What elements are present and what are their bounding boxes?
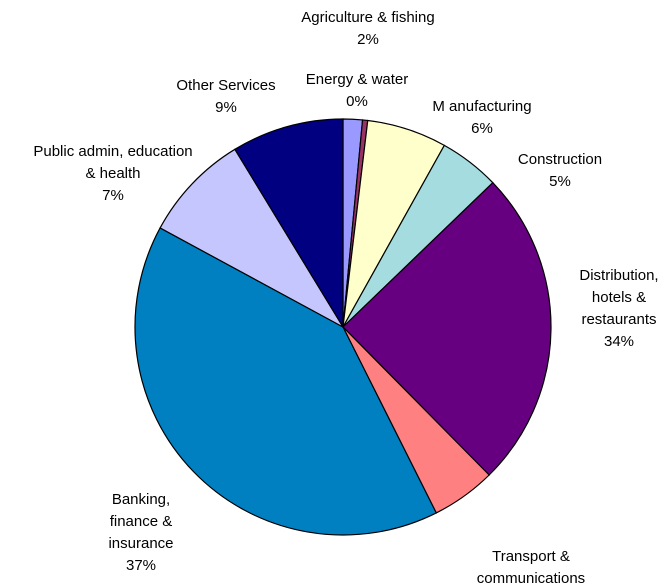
- slice-name-line: communications: [477, 570, 585, 587]
- slice-label-banking-finance-insurance: Banking, finance & insurance 37%: [108, 491, 173, 574]
- slice-label-m-anufacturing: M anufacturing 6%: [432, 98, 531, 137]
- pie-slices: [134, 118, 552, 536]
- slice-name-line: finance &: [110, 513, 173, 530]
- slice-name-line: Agriculture & fishing: [301, 9, 434, 26]
- slice-name-line: hotels &: [592, 289, 646, 306]
- slice-name-line: & health: [85, 165, 140, 182]
- slice-percent-label: 37%: [126, 557, 156, 574]
- slice-label-public-admin-education-health: Public admin, education & health 7%: [33, 143, 192, 204]
- slice-name-line: Banking,: [112, 491, 170, 508]
- slice-percent-label: 2%: [357, 31, 379, 48]
- pie-slice-other-services: [234, 118, 344, 330]
- slice-label-transport-communications: Transport &communications5%: [477, 548, 585, 588]
- slice-percent-label: 7%: [102, 187, 124, 204]
- slice-name-line: Distribution,: [579, 267, 658, 284]
- slice-percent-label: 9%: [215, 99, 237, 116]
- pie-labels: Agriculture & fishing 2% Energy & water 0% M…: [33, 9, 658, 588]
- slice-name-line: Other Services: [176, 77, 275, 94]
- slice-label-distribution-hotels-restaurants: Distribution, hotels & restaurants 34%: [579, 267, 658, 350]
- slice-percent-label: 0%: [346, 93, 368, 110]
- slice-name-line: Public admin, education: [33, 143, 192, 160]
- slice-label-construction: Construction 5%: [518, 151, 602, 190]
- slice-name-line: insurance: [108, 535, 173, 552]
- slice-percent-label: 5%: [549, 173, 571, 190]
- pie-slice-distribution-hotels-restaurants: [342, 181, 552, 476]
- slice-label-other-services: Other Services 9%: [176, 77, 275, 116]
- slice-name-line: Energy & water: [306, 71, 409, 88]
- slice-label-energy-water: Energy & water 0%: [306, 71, 409, 110]
- slice-percent-label: 34%: [604, 333, 634, 350]
- slice-name-line: Transport &: [492, 548, 570, 565]
- slice-name-line: restaurants: [581, 311, 656, 328]
- slice-label-agriculture-fishing: Agriculture & fishing 2%: [301, 9, 434, 48]
- slice-percent-label: 6%: [471, 120, 493, 137]
- pie-slice-public-admin-education-health: [159, 148, 345, 329]
- pie-slice-banking-finance-insurance: [134, 227, 438, 536]
- slice-name-line: Construction: [518, 151, 602, 168]
- slice-name-line: M anufacturing: [432, 98, 531, 115]
